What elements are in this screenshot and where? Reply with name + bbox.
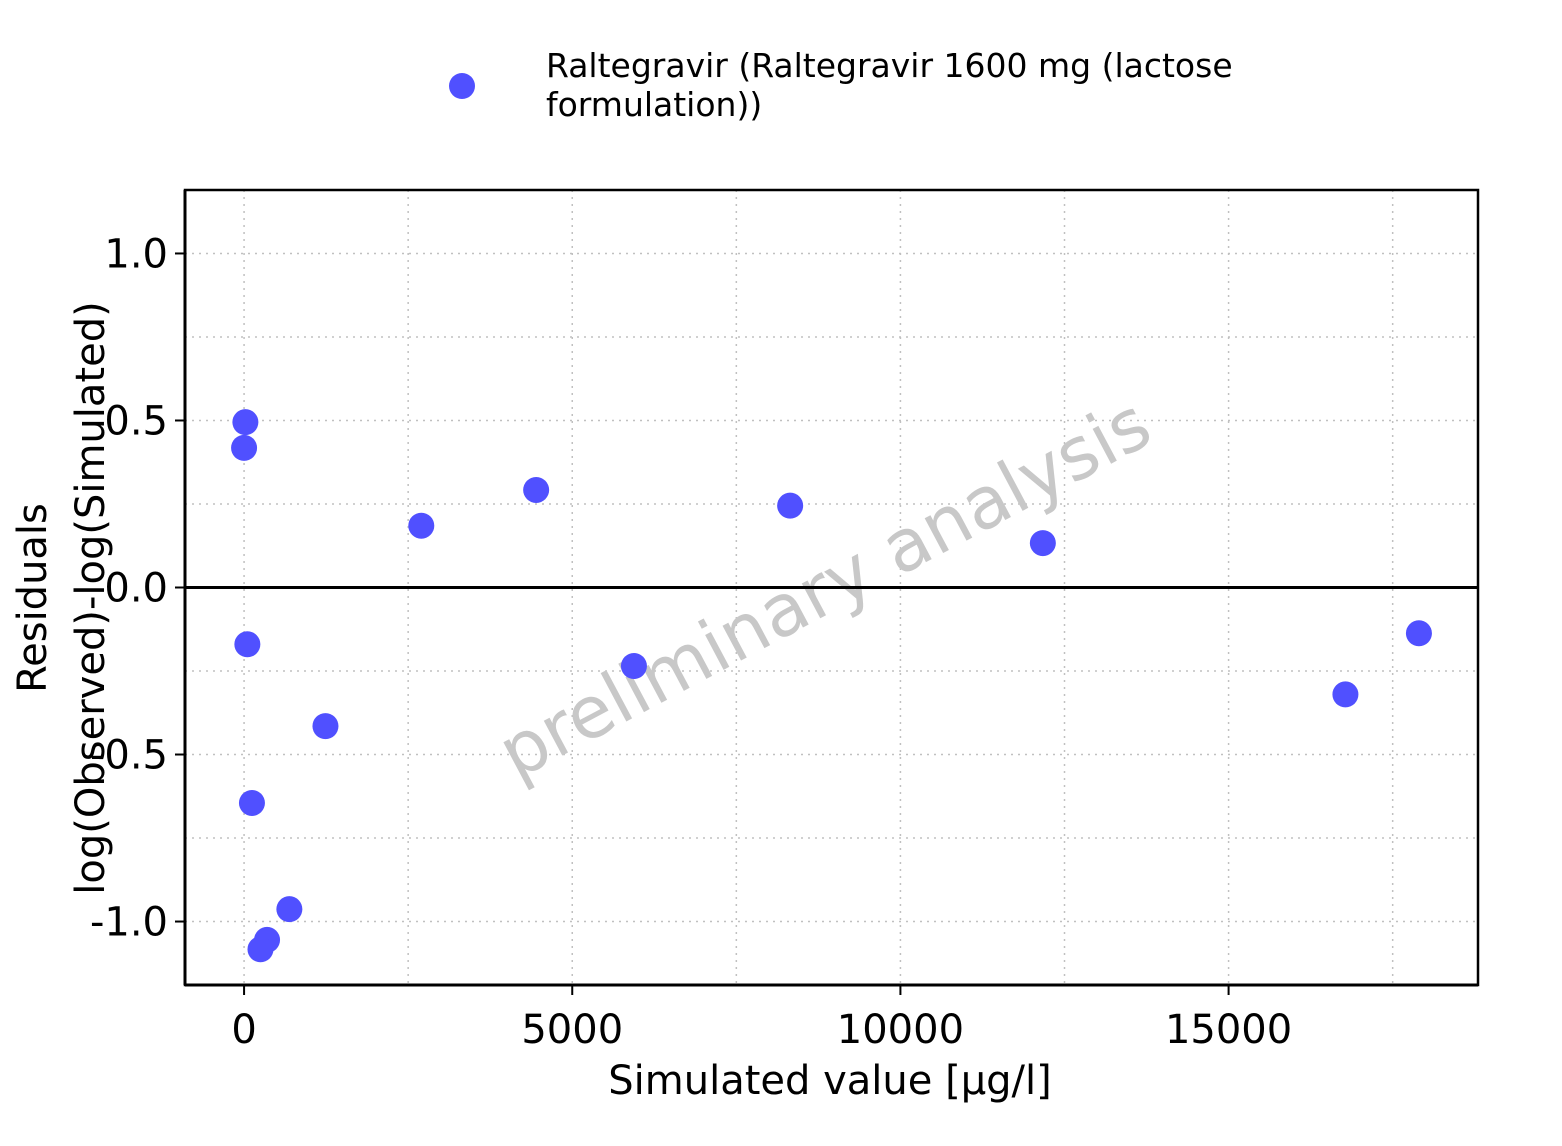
data-point [234,631,261,658]
data-point [232,409,259,436]
data-point [1029,530,1056,557]
y-axis-ticks: 1.0 0.5 0.0 -0.5 -1.0 [90,231,185,946]
legend-marker [449,73,475,99]
data-point [312,713,339,740]
y-tick-label: -0.5 [90,733,168,779]
data-point [408,512,435,539]
legend: Raltegravir (Raltegravir 1600 mg (lactos… [449,46,1233,124]
y-axis-label-line1: Residuals [10,503,56,693]
data-point [238,789,265,816]
data-point [1332,681,1359,708]
y-tick-label: 0.5 [104,398,168,444]
x-axis-ticks: 0 5000 10000 15000 [231,985,1292,1053]
data-point [777,492,804,519]
y-tick-label: -1.0 [90,900,168,946]
data-point [523,476,550,503]
data-point [1405,620,1432,647]
x-tick-label: 10000 [837,1007,964,1053]
y-tick-label: 1.0 [104,231,168,277]
data-point [231,434,258,461]
y-tick-label: 0.0 [104,566,168,612]
x-tick-label: 15000 [1165,1007,1292,1053]
x-axis-label: Simulated value [µg/l] [608,1058,1051,1104]
y-axis-label-line2: log(Observed)-log(Simulated) [68,301,114,894]
data-points [231,409,1432,963]
x-tick-label: 5000 [521,1007,623,1053]
data-point [620,652,647,679]
data-point [247,936,274,963]
legend-label-line1: Raltegravir (Raltegravir 1600 mg (lactos… [546,46,1233,85]
legend-label-line2: formulation)) [546,85,762,124]
data-point [276,896,303,923]
x-tick-label: 0 [231,1007,256,1053]
